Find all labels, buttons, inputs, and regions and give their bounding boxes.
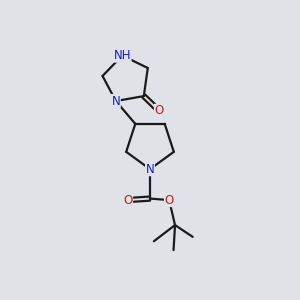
Text: O: O [154,104,164,117]
Text: N: N [112,94,120,107]
Text: O: O [164,194,174,207]
Text: N: N [146,163,154,176]
Text: O: O [123,194,133,207]
Text: NH: NH [113,49,131,62]
